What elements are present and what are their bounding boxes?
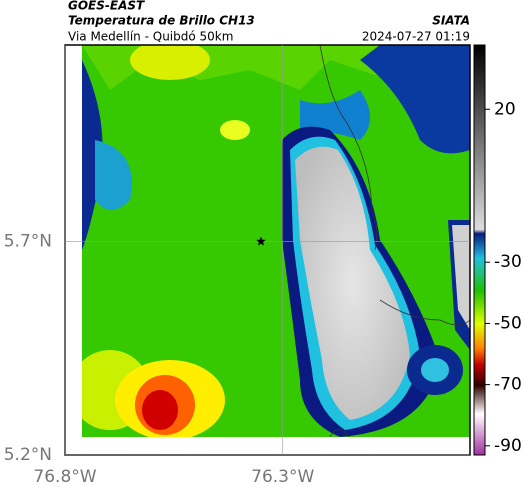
colorbar-tick-label: -70 bbox=[494, 375, 522, 395]
colorbar-tick-label: -50 bbox=[494, 313, 522, 333]
lat-tick-label: 5.7°N bbox=[4, 231, 52, 251]
colorbar-tick-label: -30 bbox=[494, 252, 522, 272]
lat-tick-label: 5.2°N bbox=[4, 445, 52, 465]
colorbar bbox=[473, 44, 486, 456]
source: SIATA bbox=[432, 14, 470, 28]
lon-tick-label: 76.3°W bbox=[251, 467, 314, 487]
subtitle: Via Medellín - Quibdó 50km bbox=[68, 30, 233, 44]
colorbar-tick-label: -90 bbox=[494, 436, 522, 456]
timestamp: 2024-07-27 01:19 bbox=[362, 30, 470, 44]
imagery bbox=[82, 45, 470, 437]
title: Temperatura de Brillo CH13 bbox=[68, 14, 255, 28]
lon-tick-label: 76.8°W bbox=[33, 467, 96, 487]
colorbar-tick-label: 20 bbox=[494, 99, 516, 119]
satellite: GOES-EAST bbox=[68, 0, 145, 13]
location-marker bbox=[256, 236, 266, 246]
